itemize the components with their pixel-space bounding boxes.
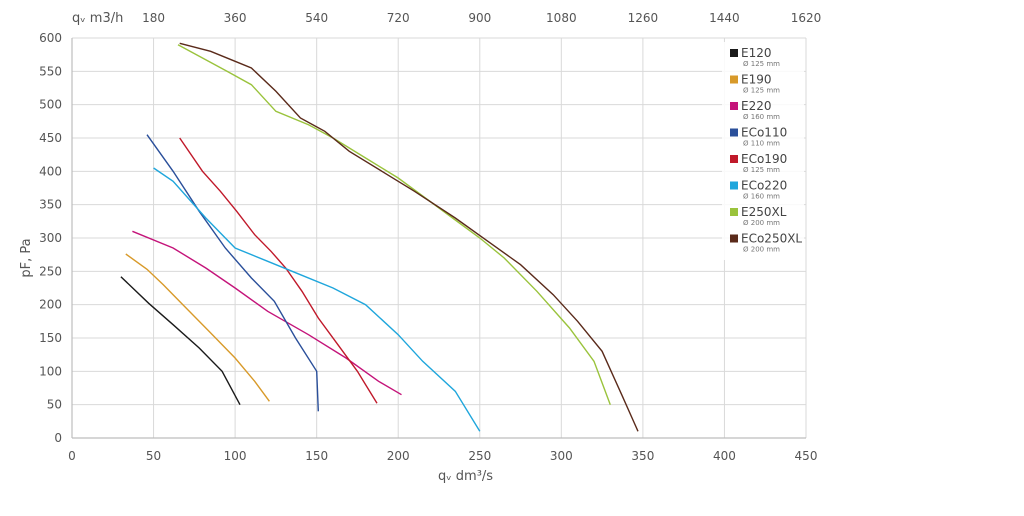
y-tick-label: 600	[39, 31, 62, 45]
series-line-e220	[132, 230, 402, 396]
series-line-e190	[125, 253, 270, 402]
y-tick-label: 200	[39, 298, 62, 312]
x-tick-label: 50	[146, 449, 161, 463]
y-tick-label: 150	[39, 331, 62, 345]
series-line-eco220	[153, 167, 481, 432]
legend-swatch	[730, 155, 738, 163]
legend-label: ECo110	[741, 126, 787, 140]
legend-sublabel: Ø 160 mm	[743, 113, 780, 121]
legend-label: E120	[741, 46, 772, 60]
legend-sublabel: Ø 125 mm	[743, 166, 780, 174]
x-tick-label: 300	[550, 449, 573, 463]
legend-sublabel: Ø 160 mm	[743, 193, 780, 201]
legend-swatch	[730, 49, 738, 57]
legend-label: E250XL	[741, 205, 787, 219]
top-axis-label: qᵥ m3/h	[72, 11, 123, 26]
legend-sublabel: Ø 125 mm	[743, 60, 780, 68]
series-line-eco110	[146, 134, 319, 412]
y-tick-label: 50	[47, 398, 62, 412]
y-tick-label: 300	[39, 231, 62, 245]
legend-label: ECo220	[741, 179, 787, 193]
legend-label: ECo190	[741, 152, 787, 166]
y-tick-label: 350	[39, 198, 62, 212]
x-tick-label: 200	[387, 449, 410, 463]
x-tick-label: 150	[305, 449, 328, 463]
legend-swatch	[730, 128, 738, 137]
legend-sublabel: Ø 125 mm	[743, 87, 780, 95]
y-tick-label: 400	[39, 164, 62, 178]
y-tick-label: 0	[54, 431, 62, 445]
x-tick-label: 0	[68, 449, 76, 463]
x-tick-label: 100	[224, 449, 247, 463]
x-tick-label: 250	[468, 449, 491, 463]
top-tick-label: 1260	[628, 11, 659, 25]
legend-swatch	[730, 75, 738, 84]
series-line-e250xl	[177, 44, 611, 405]
y-axis-title: pF, Pa	[19, 238, 34, 277]
x-tick-label: 450	[795, 449, 818, 463]
x-tick-label: 400	[713, 449, 736, 463]
top-tick-label: 180	[142, 11, 165, 25]
legend-label: E220	[741, 99, 772, 113]
x-tick-label: 350	[631, 449, 654, 463]
series-line-e120	[120, 276, 241, 406]
top-tick-label: 540	[305, 11, 328, 25]
series-line-eco250xl	[179, 42, 639, 432]
legend-label: ECo250XL	[741, 232, 802, 246]
legend-sublabel: Ø 110 mm	[743, 140, 780, 148]
top-tick-label: 360	[224, 11, 247, 25]
top-tick-label: 1080	[546, 11, 577, 25]
legend-swatch	[730, 102, 738, 110]
legend-label: E190	[741, 73, 772, 87]
top-tick-label: 1440	[709, 11, 740, 25]
y-tick-label: 100	[39, 364, 62, 378]
series-line-eco190	[179, 137, 378, 404]
y-tick-label: 250	[39, 264, 62, 278]
tick-labels: 0 50 100 150 200 250 300 350 400 450 500 550 600 0 50 1…	[39, 11, 821, 463]
y-tick-label: 500	[39, 98, 62, 112]
legend-sublabel: Ø 200 mm	[743, 246, 780, 254]
top-tick-label: 900	[468, 11, 491, 25]
y-tick-label: 550	[39, 64, 62, 78]
legend-swatch	[730, 208, 738, 216]
y-tick-label: 450	[39, 131, 62, 145]
legend-swatch	[730, 234, 738, 243]
top-axis-title: qᵥ m3/h	[72, 11, 123, 26]
top-tick-label: 1620	[791, 11, 822, 25]
legend-sublabel: Ø 200 mm	[743, 219, 780, 227]
legend-swatch	[730, 181, 738, 190]
series-lines	[120, 42, 639, 432]
top-tick-label: 720	[387, 11, 410, 25]
x-axis-title: qᵥ dm³/s	[438, 469, 493, 484]
grid	[71, 37, 807, 439]
